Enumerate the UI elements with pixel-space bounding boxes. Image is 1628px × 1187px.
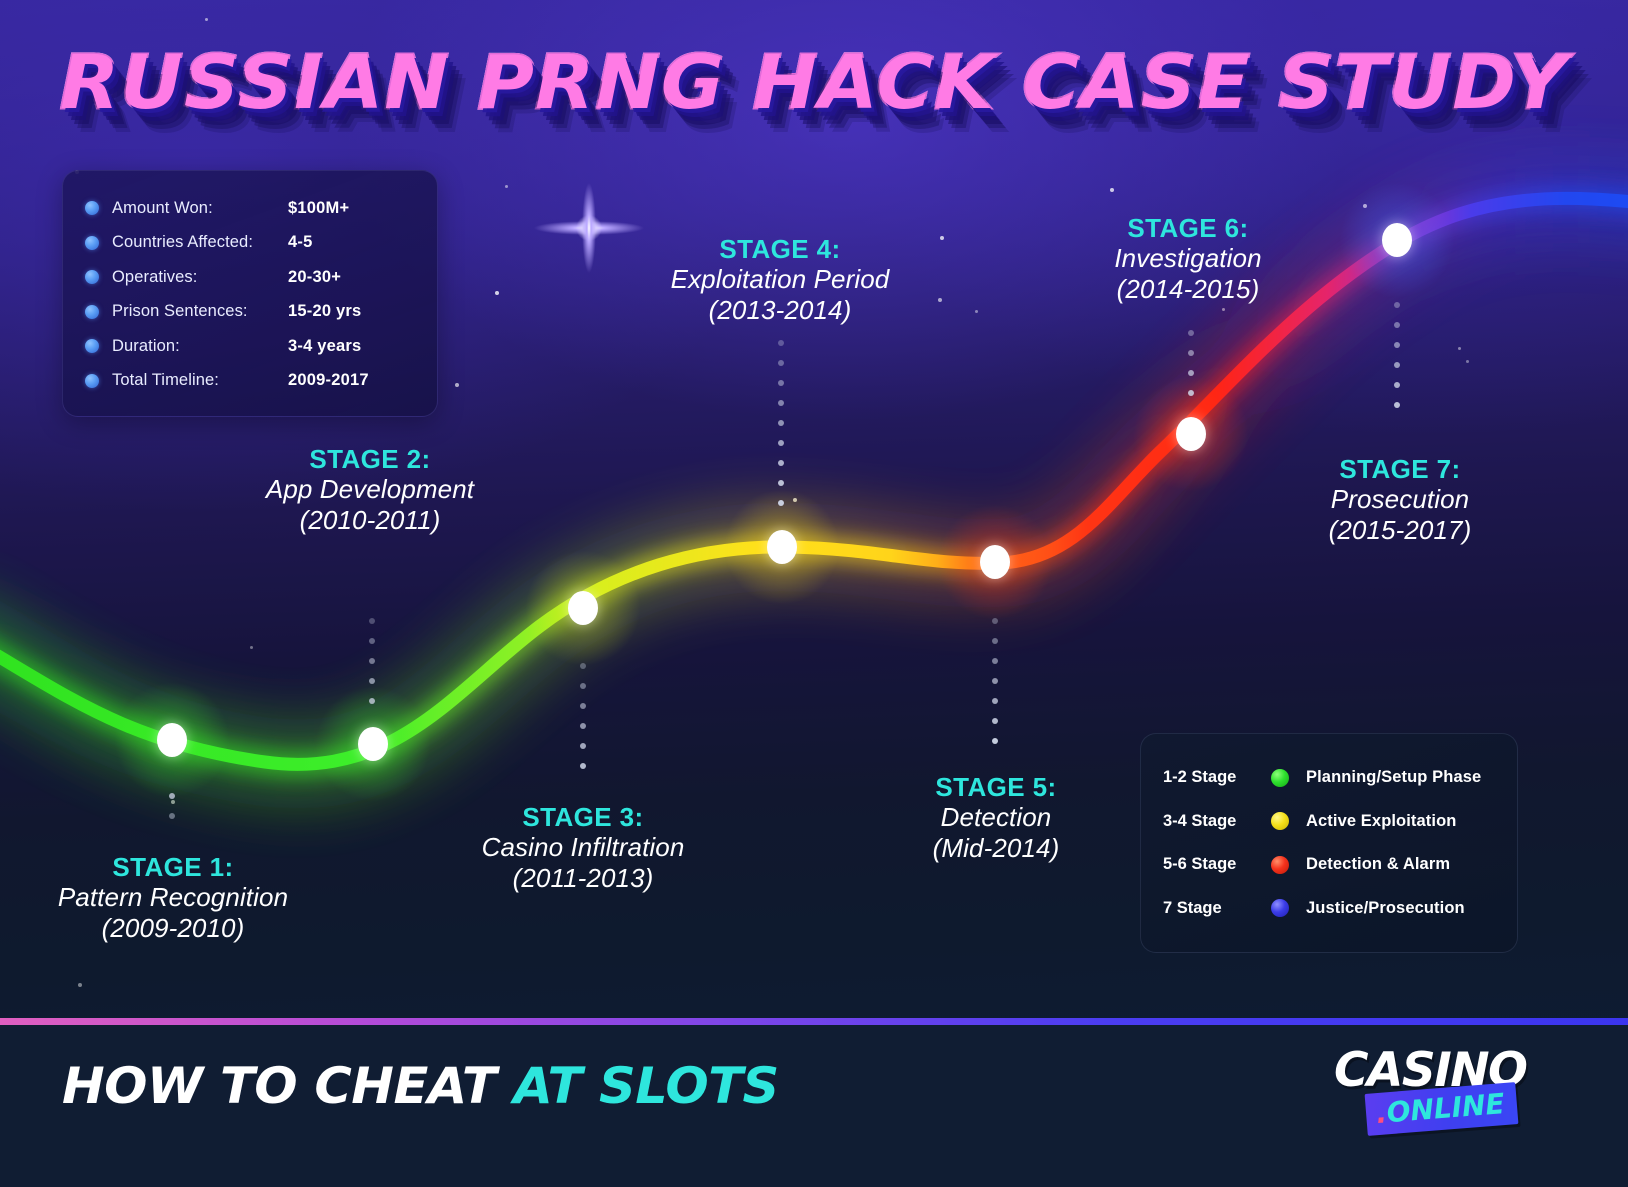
stat-value: 15-20 yrs: [288, 302, 362, 321]
stat-row: Countries Affected: 4-5: [85, 226, 413, 261]
legend-color-dot-yellow: [1271, 812, 1289, 831]
timeline-node-4[interactable]: [767, 530, 797, 564]
legend-row: 7 Stage Justice/Prosecution: [1163, 887, 1497, 931]
stage-label-5-desc: Detection (Mid-2014): [932, 802, 1060, 863]
timeline-node-6[interactable]: [1176, 417, 1206, 451]
stat-row: Total Timeline: 2009-2017: [85, 364, 413, 399]
casino-online-logo[interactable]: CASINO .ONLINE: [1334, 1043, 1528, 1136]
footer-tagline-accent: AT SLOTS: [513, 1057, 779, 1115]
stat-label: Operatives:: [112, 267, 198, 286]
legend-label: Justice/Prosecution: [1306, 898, 1465, 917]
legend-color-dot-red: [1271, 855, 1289, 874]
stat-label: Prison Sentences:: [112, 302, 248, 321]
timeline-node-1[interactable]: [157, 723, 187, 757]
bullet-icon: [85, 339, 99, 354]
legend-color-dot-blue: [1271, 899, 1289, 918]
connector-stage-4: [778, 340, 784, 520]
stage-label-4-desc: Exploitation Period (2013-2014): [670, 264, 890, 325]
footer-bar: [0, 1025, 1628, 1187]
connector-stage-5: [992, 618, 998, 758]
connector-stage-1: [169, 793, 175, 833]
stat-label: Amount Won:: [112, 198, 213, 217]
stat-value: 4-5: [288, 233, 313, 252]
stage-label-3-desc: Casino Infiltration (2011-2013): [481, 832, 685, 893]
stat-row: Prison Sentences: 15-20 yrs: [85, 295, 413, 330]
stage-label-1: STAGE 1: Pattern Recognition (2009-2010): [0, 852, 373, 944]
timeline-node-3[interactable]: [568, 591, 598, 625]
legend-stage-range: 3-4 Stage: [1163, 811, 1237, 830]
stage-label-4-title: STAGE 4:: [719, 234, 841, 264]
stage-label-7-desc: Prosecution (2015-2017): [1328, 484, 1472, 545]
legend-row: 3-4 Stage Active Exploitation: [1163, 800, 1497, 844]
stat-value: 2009-2017: [288, 371, 369, 390]
connector-stage-2: [369, 618, 375, 718]
stat-value: 3-4 years: [288, 336, 362, 355]
legend-label: Planning/Setup Phase: [1306, 768, 1482, 787]
stage-label-1-desc: Pattern Recognition (2009-2010): [57, 882, 289, 943]
legend-stage-range: 5-6 Stage: [1163, 855, 1237, 874]
legend-label: Detection & Alarm: [1306, 855, 1451, 874]
legend-stage-range: 7 Stage: [1163, 898, 1222, 917]
legend-row: 5-6 Stage Detection & Alarm: [1163, 843, 1497, 887]
timeline-node-2[interactable]: [358, 727, 388, 761]
bullet-icon: [85, 270, 99, 285]
legend-stage-range: 1-2 Stage: [1163, 768, 1237, 787]
bullet-icon: [85, 304, 99, 319]
bullet-icon: [85, 201, 99, 216]
logo-sub-text: ONLINE: [1385, 1087, 1506, 1130]
stage-label-6-title: STAGE 6:: [1127, 213, 1249, 243]
stage-label-5-title: STAGE 5:: [935, 772, 1057, 802]
legend-label: Active Exploitation: [1306, 811, 1457, 830]
stat-label: Duration:: [112, 336, 180, 355]
stage-label-4: STAGE 4: Exploitation Period (2013-2014): [580, 234, 980, 326]
stage-label-6: STAGE 6: Investigation (2014-2015): [988, 213, 1388, 305]
legend-row: 1-2 Stage Planning/Setup Phase: [1163, 756, 1497, 800]
stat-row: Amount Won: $100M+: [85, 191, 413, 226]
bullet-icon: [85, 235, 99, 250]
stage-label-2: STAGE 2: App Development (2010-2011): [170, 444, 570, 536]
stage-label-2-desc: App Development (2010-2011): [265, 474, 475, 535]
footer-divider: [0, 1018, 1628, 1025]
stat-value: $100M+: [288, 198, 350, 217]
timeline-node-5[interactable]: [980, 545, 1010, 579]
stage-label-6-desc: Investigation (2014-2015): [1114, 243, 1262, 304]
stage-label-7: STAGE 7: Prosecution (2015-2017): [1200, 454, 1600, 546]
timeline-node-7[interactable]: [1382, 223, 1412, 257]
stat-row: Operatives: 20-30+: [85, 260, 413, 295]
stage-label-7-title: STAGE 7:: [1339, 454, 1461, 484]
stat-value: 20-30+: [288, 267, 342, 286]
stage-label-1-title: STAGE 1:: [112, 852, 234, 882]
stats-panel: Amount Won: $100M+ Countries Affected: 4…: [62, 170, 438, 417]
bullet-icon: [85, 373, 99, 388]
stat-label: Countries Affected:: [112, 233, 254, 252]
legend-panel: 1-2 Stage Planning/Setup Phase 3-4 Stage…: [1140, 733, 1518, 953]
footer-tagline-white: HOW TO CHEAT: [62, 1057, 514, 1115]
stage-label-5: STAGE 5: Detection (Mid-2014): [796, 772, 1196, 864]
connector-stage-6: [1188, 330, 1194, 410]
stat-label: Total Timeline:: [112, 371, 219, 390]
stage-label-3-title: STAGE 3:: [522, 802, 644, 832]
page-title-text: RUSSIAN PRNG HACK CASE STUDY: [59, 39, 1569, 128]
legend-color-dot-green: [1271, 768, 1289, 787]
stage-label-3: STAGE 3: Casino Infiltration (2011-2013): [383, 802, 783, 894]
connector-stage-7: [1394, 302, 1400, 422]
footer-tagline: HOW TO CHEAT AT SLOTS: [62, 1057, 779, 1115]
connector-stage-3: [580, 663, 586, 783]
stat-row: Duration: 3-4 years: [85, 329, 413, 364]
stage-label-2-title: STAGE 2:: [309, 444, 431, 474]
page-title: RUSSIAN PRNG HACK CASE STUDY: [0, 39, 1628, 128]
